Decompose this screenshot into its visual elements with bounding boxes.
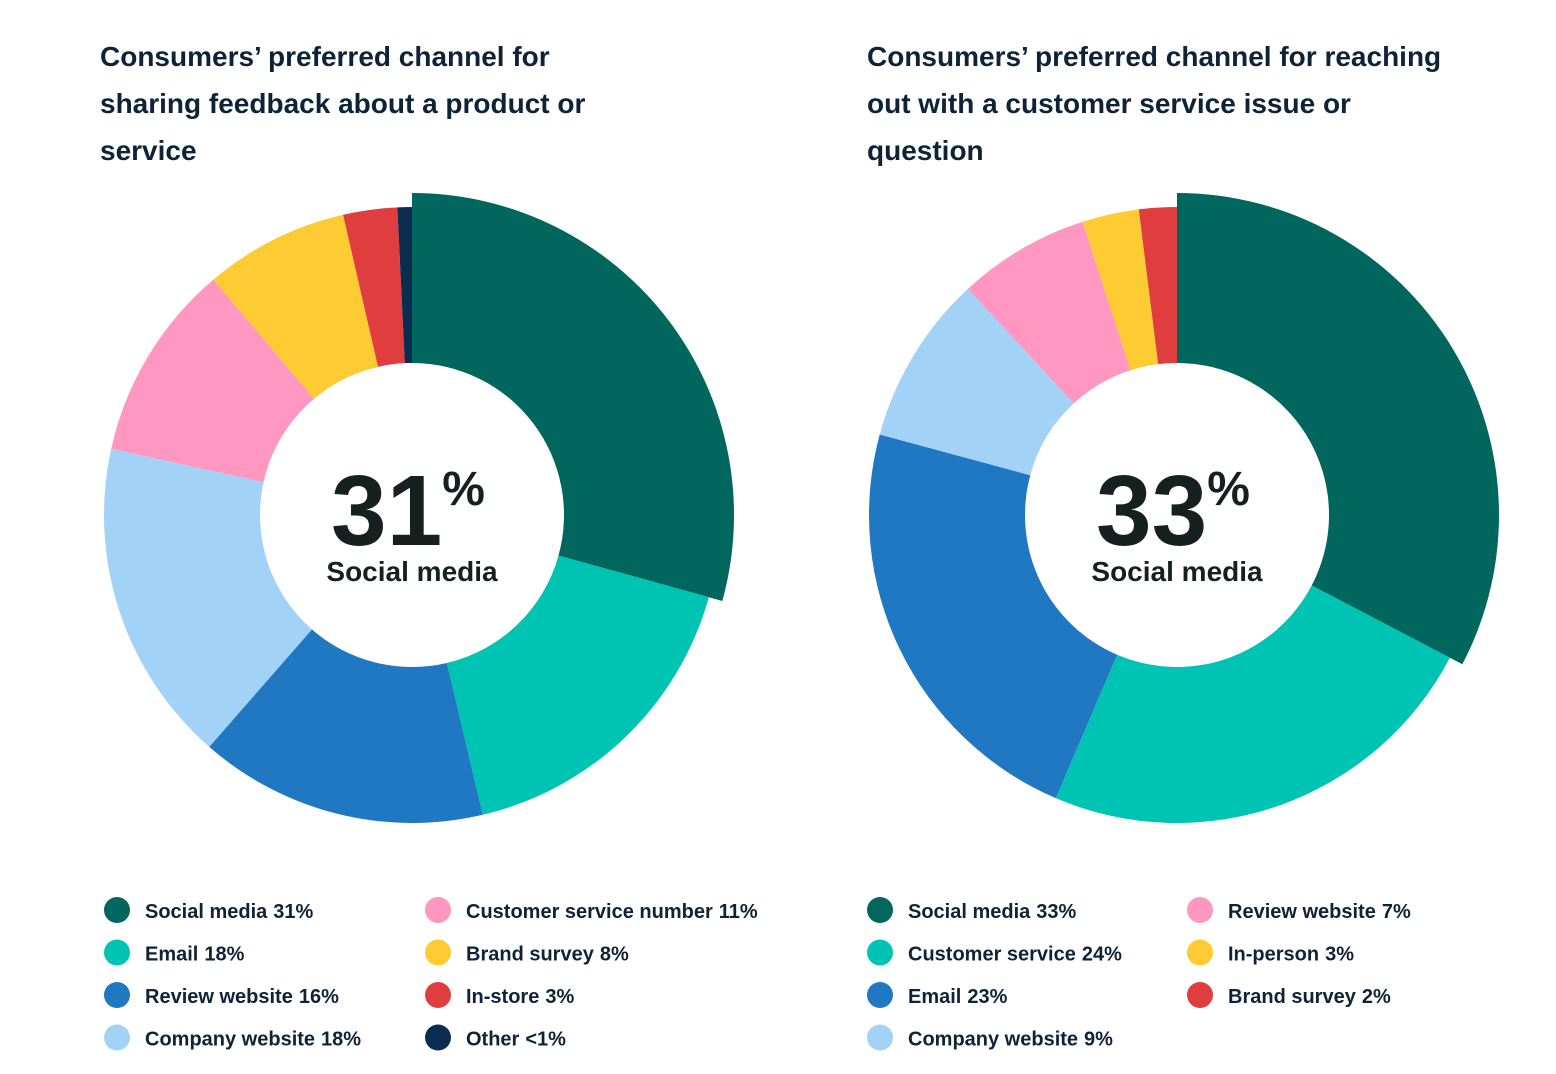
chart-title: Consumers’ preferred channel for reachin… (867, 41, 1442, 166)
center-label: Social media (326, 556, 498, 587)
donut-slice (209, 629, 483, 824)
legend-name: Review website (145, 986, 293, 1008)
legend-dot (867, 982, 893, 1008)
legend-name: Company website (908, 1029, 1078, 1051)
legend-entry: Customer service 24% (908, 944, 1122, 966)
donut-slice (967, 221, 1131, 404)
legend-name: Brand survey (1228, 986, 1357, 1008)
donut-slice (1055, 585, 1450, 823)
donut-slice (869, 434, 1118, 799)
legend-dot (425, 982, 451, 1008)
legend-dot (1187, 982, 1213, 1008)
center-number: 33 (1096, 455, 1207, 567)
center-unit: % (1207, 463, 1250, 516)
legend-name: Email (145, 944, 198, 966)
legend-value: 9% (1084, 1029, 1113, 1051)
legend-value: 3% (1325, 944, 1354, 966)
donut-slice (213, 214, 378, 399)
legend-dot (867, 1024, 893, 1051)
legend-name: Other (466, 1029, 520, 1051)
legend-entry: Other <1% (466, 1029, 566, 1051)
legend-dot (104, 982, 130, 1008)
legend-dot (104, 897, 130, 923)
legend-entry: Brand survey 8% (466, 944, 629, 966)
legend-entry: In-person 3% (1228, 944, 1354, 966)
legend-entry: Customer service number 11% (466, 901, 758, 923)
legend-value: 2% (1362, 986, 1391, 1008)
legend-entry: Social media 33% (908, 901, 1077, 923)
legend-name: Social media (908, 901, 1031, 923)
donut-slice (1177, 193, 1499, 665)
donut-slice (412, 193, 735, 601)
legend-value: 24% (1082, 944, 1122, 966)
legend-entry: Review website 7% (1228, 901, 1411, 923)
legend-entry: Company website 9% (908, 1029, 1113, 1051)
legend-value: 33% (1036, 901, 1076, 923)
donut-slice (879, 288, 1074, 476)
donut-slice (343, 207, 405, 367)
legend-value: 7% (1382, 901, 1411, 923)
legend-value: 18% (321, 1029, 361, 1051)
donut-slice (1082, 209, 1159, 371)
donut-slice (111, 279, 314, 483)
legend-entry: Company website 18% (145, 1029, 361, 1051)
legend-entry: Email 18% (145, 944, 245, 966)
center-number: 31 (331, 455, 442, 567)
legend-dot (1187, 897, 1213, 923)
center-label: Social media (1091, 556, 1263, 587)
legend-entry: Review website 16% (145, 986, 339, 1008)
legend-value: 11% (719, 901, 758, 923)
legend-value: 3% (545, 986, 574, 1008)
legend-value: <1% (525, 1029, 566, 1051)
legend-value: 8% (600, 944, 629, 966)
donut-slice (446, 555, 709, 815)
center-value: 33% (1096, 455, 1250, 567)
legend-value: 23% (967, 986, 1007, 1008)
donut-slice (397, 207, 412, 364)
legend-value: 31% (273, 901, 313, 923)
legend-name: Brand survey (466, 944, 595, 966)
legend-dot (867, 939, 893, 966)
chart-title: Consumers’ preferred channel for sharing… (100, 41, 586, 166)
legend-name: Review website (1228, 901, 1376, 923)
legend-name: Customer service number (466, 901, 713, 923)
center-value: 31% (331, 455, 485, 567)
donut-slice (1138, 207, 1177, 365)
legend-entry: Social media 31% (145, 901, 314, 923)
legend-name: Email (908, 986, 961, 1008)
center-unit: % (442, 463, 485, 516)
legend-name: Customer service (908, 944, 1076, 966)
legend-dot (425, 939, 451, 966)
legend-entry: In-store 3% (466, 986, 574, 1008)
legend-dot (425, 897, 451, 923)
legend-dot (104, 939, 130, 966)
legend-dot (1187, 939, 1213, 966)
donut-slice (104, 448, 312, 747)
legend-entry: Email 23% (908, 986, 1008, 1008)
legend-dot (425, 1024, 451, 1051)
legend-name: In-store (466, 986, 539, 1008)
legend-entry: Brand survey 2% (1228, 986, 1391, 1008)
legend-dot (867, 897, 893, 923)
legend-value: 16% (299, 986, 339, 1008)
legend-name: Social media (145, 901, 268, 923)
legend-name: In-person (1228, 944, 1319, 966)
legend-value: 18% (204, 944, 244, 966)
legend-dot (104, 1024, 130, 1051)
legend-name: Company website (145, 1029, 315, 1051)
